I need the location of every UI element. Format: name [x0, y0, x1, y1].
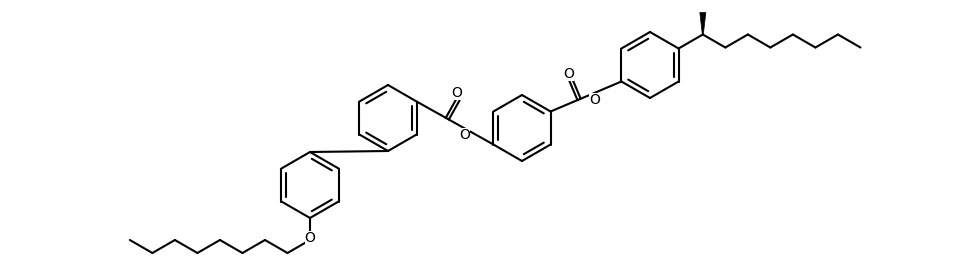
Text: O: O: [305, 231, 316, 245]
Text: O: O: [459, 128, 470, 142]
Polygon shape: [700, 12, 705, 35]
Text: O: O: [564, 67, 574, 81]
Text: O: O: [451, 86, 462, 100]
Text: O: O: [589, 93, 600, 107]
